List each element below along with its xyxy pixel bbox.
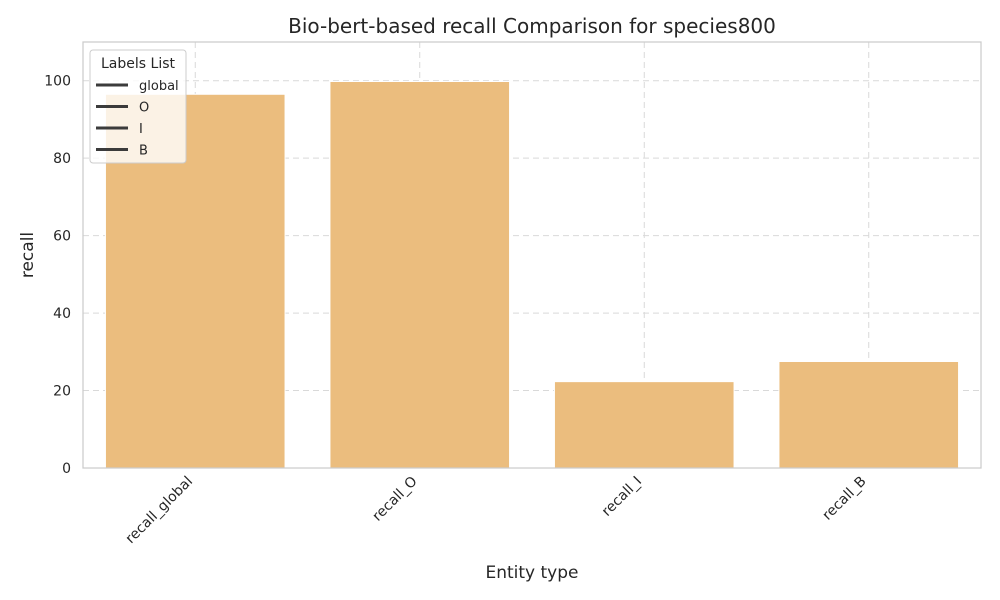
y-tick-label: 20 <box>53 384 71 400</box>
y-tick-label: 0 <box>62 461 71 477</box>
y-tick-label: 80 <box>53 151 71 167</box>
x-tick-label: recall_O <box>370 474 421 525</box>
x-tick-label: recall_I <box>599 474 645 520</box>
legend-title: Labels List <box>101 56 175 72</box>
x-tick-label: recall_B <box>820 474 870 524</box>
legend-box <box>89 49 187 164</box>
legend-label-I: I <box>139 122 143 137</box>
legend: Labels List global OIB <box>89 49 187 164</box>
chart-title: Bio-bert-based recall Comparison for spe… <box>288 14 776 38</box>
bar-recall_I <box>553 381 735 469</box>
legend-label-global: global <box>139 79 179 94</box>
x-axis-label: Entity type <box>485 563 578 583</box>
y-axis-label: recall <box>18 232 38 278</box>
y-tick-label: 100 <box>44 74 71 90</box>
legend-label-B: B <box>139 144 148 159</box>
y-axis-ticks: 0 20 40 60 80 100 <box>44 74 71 477</box>
plot-frame <box>82 41 982 469</box>
bars <box>104 81 960 469</box>
legend-items: global OIB <box>96 79 179 159</box>
x-tick-label: recall_global <box>123 474 196 547</box>
legend-label-O: O <box>139 101 149 116</box>
bar-recall_B <box>778 361 960 469</box>
y-tick-label: 60 <box>53 229 71 245</box>
x-axis-ticks: recall_global recall_O recall_I recall_B <box>123 474 870 547</box>
bar-recall_O <box>329 81 511 469</box>
y-tick-label: 40 <box>53 306 71 322</box>
